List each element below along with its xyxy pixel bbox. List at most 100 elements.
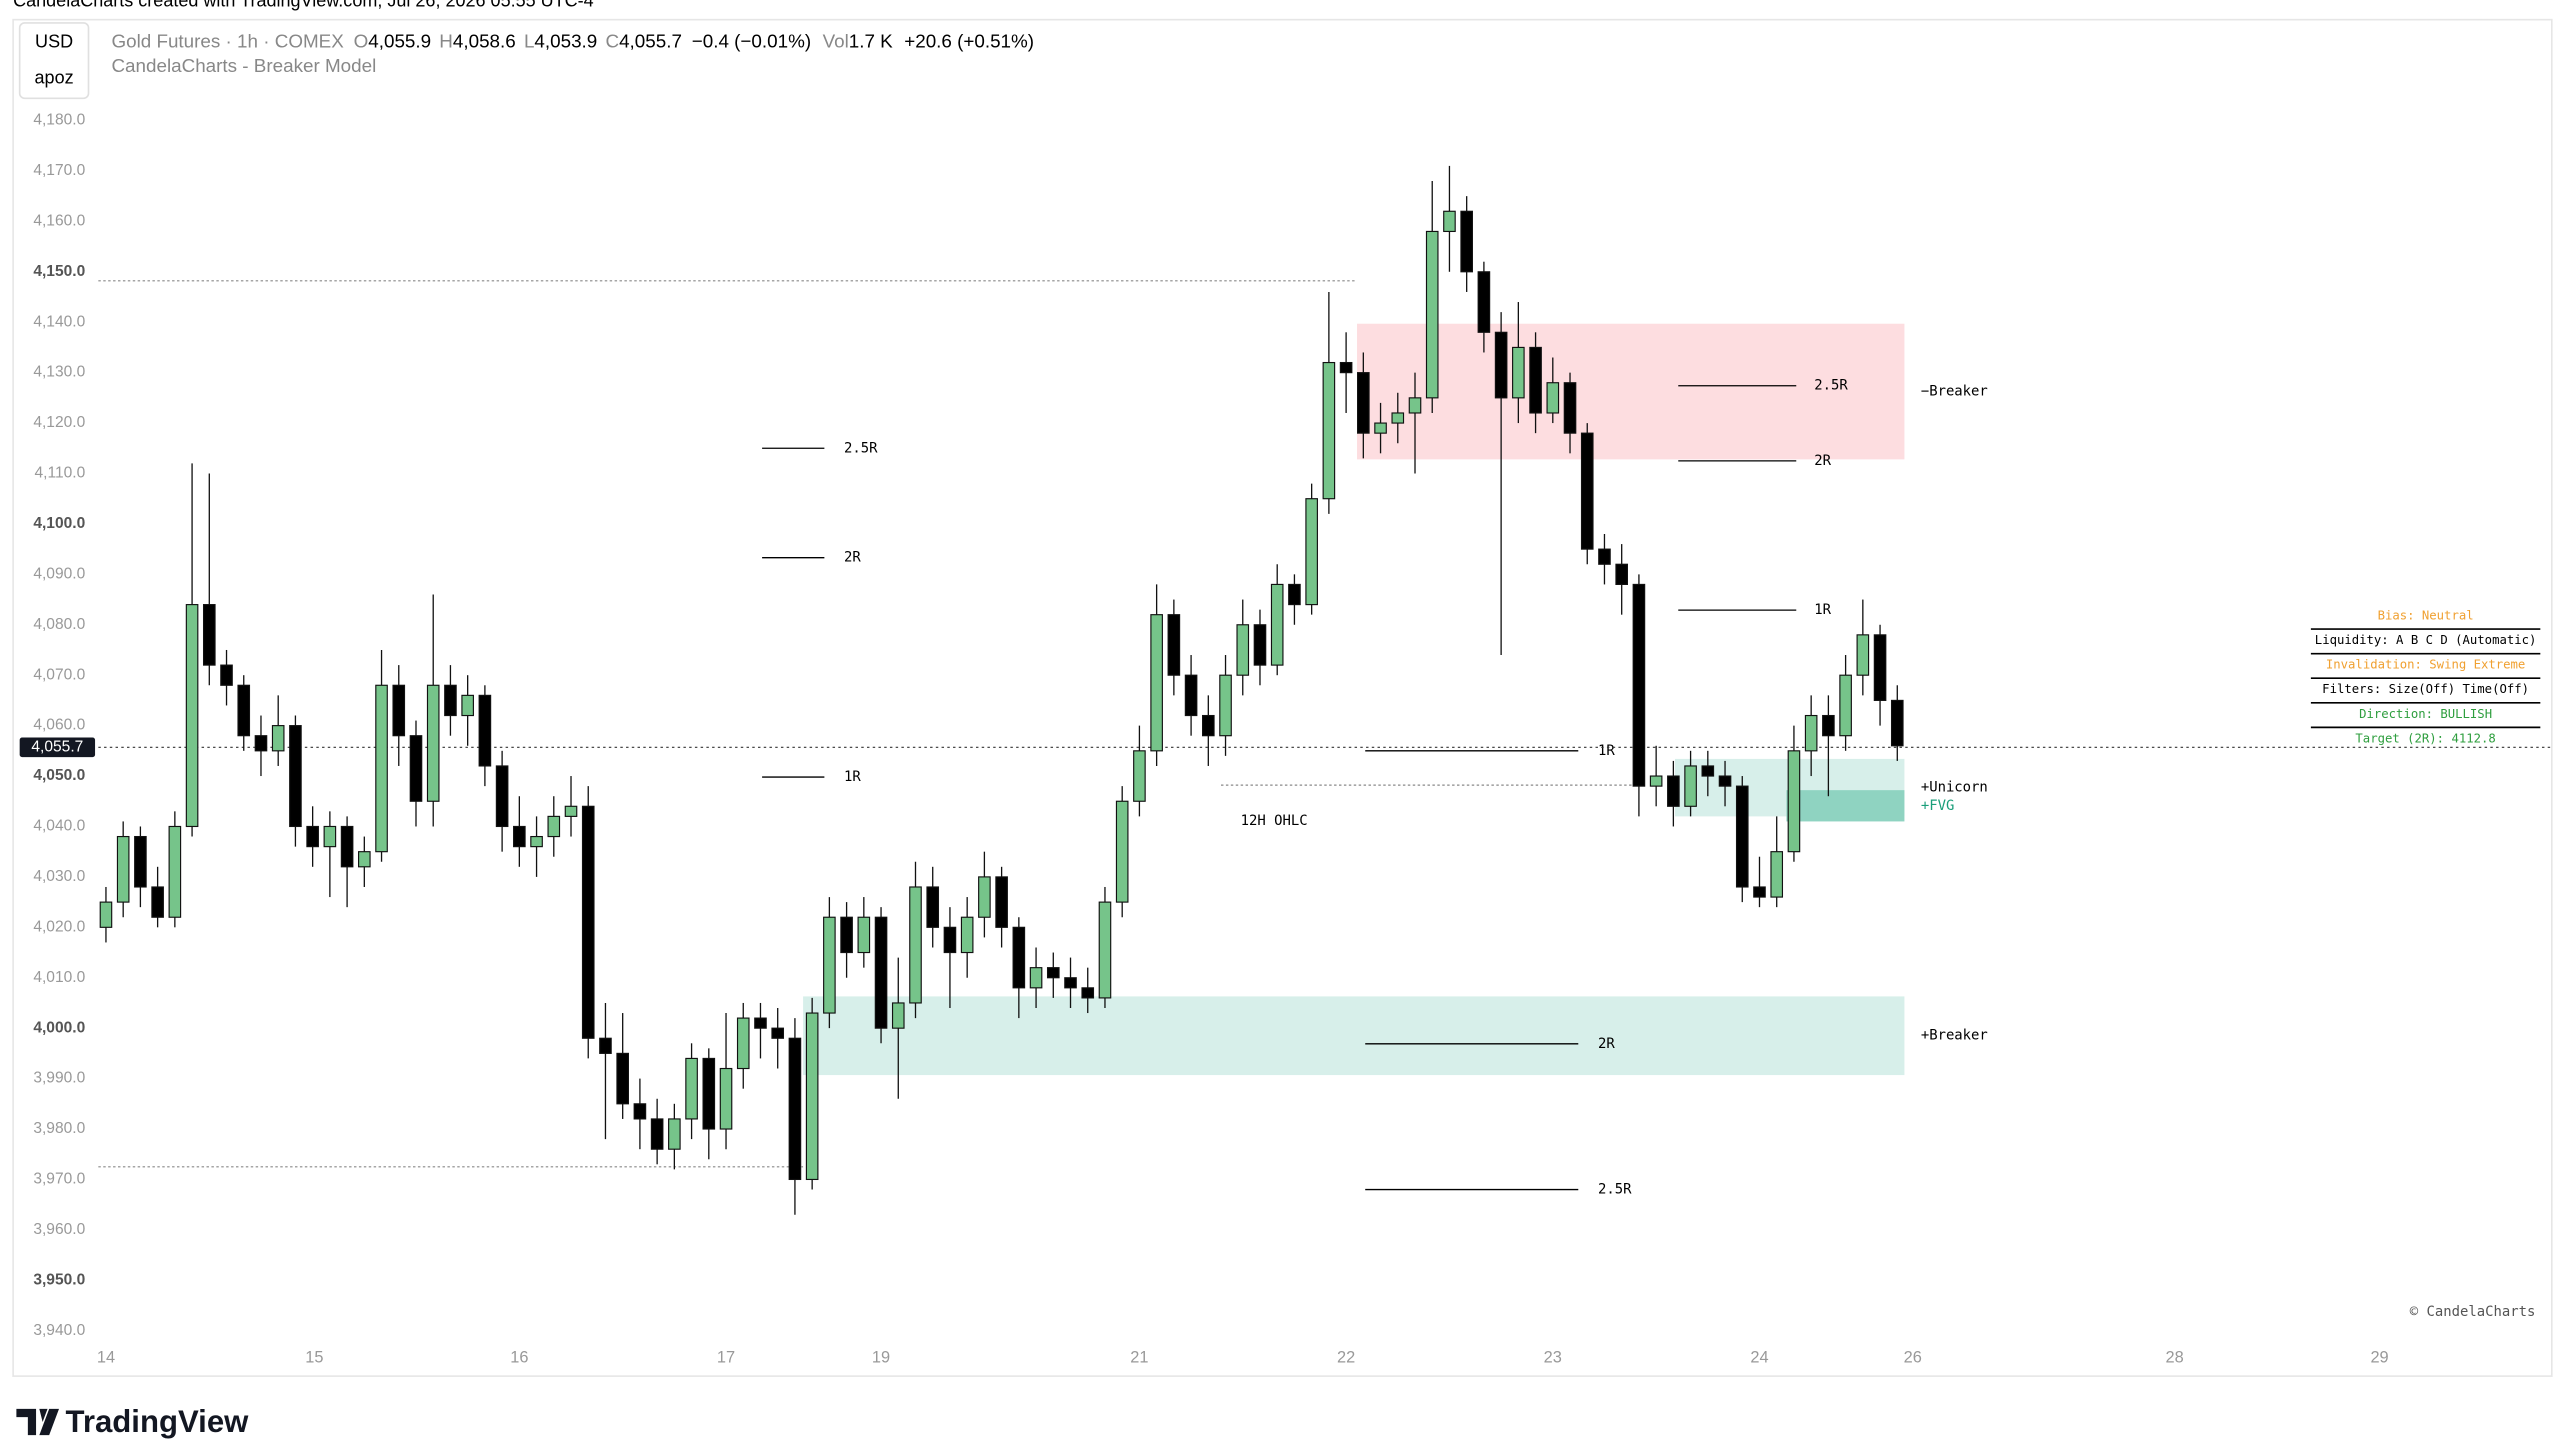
ref-label: 12H OHLC	[1241, 813, 1308, 829]
candle-body	[1098, 901, 1112, 999]
candle-body	[1563, 382, 1577, 434]
y-tick-label: 4,180.0	[33, 112, 85, 129]
candle-body	[1253, 624, 1267, 666]
candle-body	[668, 1118, 681, 1150]
candle-body	[926, 886, 940, 928]
candle-body	[1219, 674, 1232, 737]
brand-name: TradingView	[66, 1404, 250, 1439]
y-tick-label: 4,030.0	[33, 868, 85, 885]
x-tick-label: 28	[2165, 1348, 2183, 1366]
candle-body	[1029, 967, 1043, 989]
y-tick-label: 4,130.0	[33, 364, 85, 381]
x-tick-label: 21	[1130, 1348, 1148, 1366]
y-tick-label: 4,040.0	[33, 818, 85, 835]
candle-body	[650, 1118, 664, 1150]
candle-body	[1873, 634, 1887, 701]
user[interactable]: apoz	[35, 67, 74, 87]
candle-body	[943, 926, 957, 954]
brand-logo: TradingView	[16, 1404, 249, 1439]
candle-body	[719, 1067, 733, 1130]
currency[interactable]: USD	[35, 31, 73, 51]
y-tick-label: 4,020.0	[33, 918, 85, 935]
y-tick-label: 4,110.0	[34, 465, 85, 482]
candle-body	[1649, 775, 1663, 787]
y-tick-label: 4,080.0	[33, 616, 85, 633]
candle-body	[616, 1052, 629, 1105]
candle-body	[1150, 614, 1163, 752]
target-label: 2R	[1598, 1036, 1615, 1052]
info-row: Filters: Size(Off) Time(Off)	[2322, 682, 2529, 696]
info-row: Liquidity: A B C D (Automatic)	[2315, 633, 2537, 647]
candle-body	[840, 916, 853, 954]
candle-body	[426, 684, 440, 802]
last-price-badge	[19, 737, 96, 758]
candle-body	[116, 835, 130, 903]
candle-body	[771, 1027, 785, 1039]
x-tick-label: 26	[1904, 1348, 1922, 1366]
candle-body	[1425, 230, 1439, 399]
candle-body	[530, 835, 543, 848]
candle-body	[1046, 967, 1060, 979]
candle-body	[513, 825, 526, 848]
candle-body	[134, 835, 147, 888]
candle-body	[909, 886, 922, 1004]
x-tick-label: 17	[717, 1348, 735, 1366]
candle-body	[702, 1057, 716, 1130]
candle-body	[1288, 583, 1301, 606]
candle-body	[1064, 977, 1077, 989]
y-tick-label: 4,140.0	[33, 313, 85, 330]
candle-body	[788, 1037, 802, 1181]
logo-mark	[16, 1408, 60, 1436]
target-label: 1R	[844, 769, 861, 785]
candle-body	[1322, 361, 1336, 500]
vol-key: Vol	[823, 31, 849, 52]
candle-body	[1236, 624, 1250, 676]
candle-body	[99, 901, 113, 928]
candle-body	[340, 825, 354, 868]
candle-body	[1512, 346, 1525, 399]
x-tick-label: 14	[97, 1348, 115, 1366]
candle-body	[1357, 372, 1370, 434]
change: −0.4 (−0.01%)	[692, 31, 811, 52]
candle-body	[1804, 714, 1818, 752]
target-label: 2.5R	[1598, 1182, 1632, 1198]
ohlc-key: C	[605, 31, 619, 52]
ohlc-value: 4,055.7	[619, 31, 682, 52]
zone-label: −Breaker	[1921, 384, 1988, 400]
candle-body	[254, 735, 268, 752]
candle-body	[358, 851, 371, 868]
candle-body	[823, 916, 836, 1014]
candle-body	[444, 684, 457, 717]
ohlc-key: O	[354, 31, 369, 52]
x-tick-label: 19	[872, 1348, 890, 1366]
candle-body	[995, 876, 1008, 928]
ohlc-key: L	[524, 31, 534, 52]
candle-body	[1615, 563, 1629, 585]
candle-body	[1184, 674, 1198, 717]
info-row: Bias: Neutral	[2378, 608, 2474, 622]
legend-line: Gold Futures · 1h · COMEX O4,055.9 H4,058.…	[111, 31, 1034, 52]
symbol: Gold Futures · 1h · COMEX	[111, 31, 344, 52]
scale-box[interactable]	[18, 22, 90, 100]
ohlc-value: 4,058.6	[453, 31, 516, 52]
y-tick-label: 4,090.0	[33, 565, 85, 582]
y-tick-label: 3,940.0	[33, 1322, 85, 1339]
watermark: CandelaCharts created with TradingView.c…	[13, 0, 594, 10]
candle-body	[1374, 422, 1387, 434]
y-tick-label: 4,120.0	[33, 414, 85, 431]
candle-body	[1391, 412, 1405, 424]
candle-body	[1081, 987, 1095, 999]
candle-body	[581, 805, 595, 1039]
candle-body	[271, 725, 285, 752]
candle-body	[805, 1012, 819, 1181]
candle-body	[960, 916, 974, 954]
indicator-name: CandelaCharts - Breaker Model	[111, 55, 376, 76]
candle-body	[1787, 750, 1801, 853]
target-label: 2R	[844, 550, 861, 566]
y-tick-label: 3,960.0	[33, 1221, 85, 1238]
candle-body	[1133, 750, 1146, 802]
candle-body	[202, 604, 216, 666]
candle-body	[736, 1017, 750, 1070]
y-tick-label: 3,990.0	[33, 1070, 85, 1087]
